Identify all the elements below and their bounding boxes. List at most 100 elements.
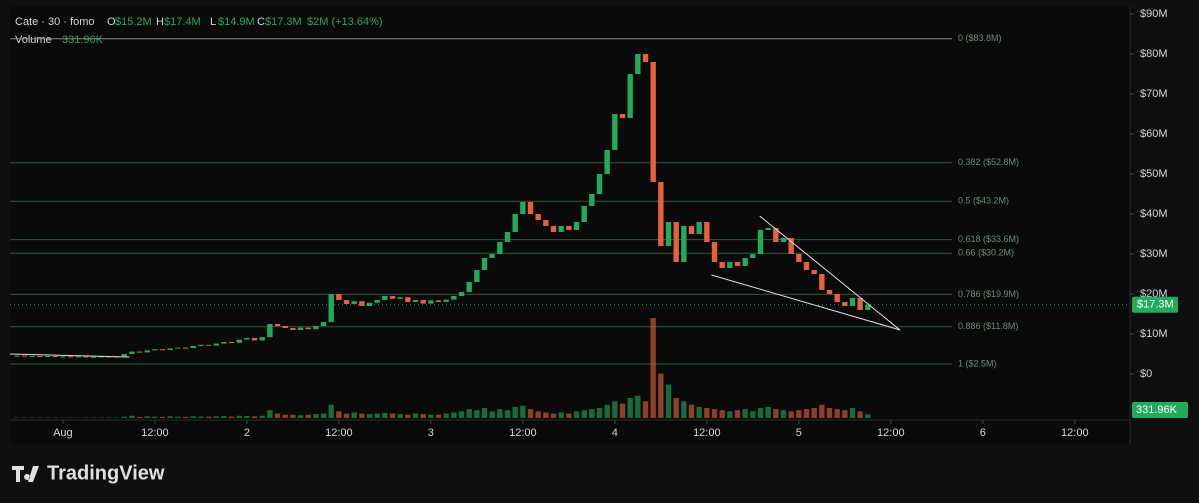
volume-bar	[527, 409, 534, 418]
volume-bar	[543, 412, 549, 418]
volume-bar	[474, 410, 480, 418]
volume-bar	[282, 414, 288, 418]
volume-bar	[466, 409, 472, 418]
candle-body	[566, 226, 572, 230]
ohlc-value: $17.4M	[164, 16, 201, 28]
candle-body	[90, 356, 97, 358]
candle-body	[412, 300, 419, 302]
volume-bar	[198, 416, 204, 418]
volume-bar	[688, 404, 695, 418]
candle-body	[313, 326, 319, 330]
candle-body	[305, 327, 311, 330]
volume-bar	[428, 414, 434, 418]
volume-bar	[719, 410, 725, 418]
candle-body	[221, 342, 227, 344]
volume-bar	[320, 413, 327, 418]
candle-body	[198, 344, 204, 346]
candle-body	[596, 174, 603, 194]
volume-bar	[297, 415, 304, 418]
candle-body	[742, 258, 748, 266]
candle-body	[612, 114, 618, 150]
y-tick-label: $50M	[1140, 168, 1168, 180]
candle-body	[75, 356, 81, 358]
candle-body	[44, 356, 51, 357]
candle-body	[259, 337, 265, 341]
fib-label: 0.5 ($43.2M)	[958, 196, 1009, 206]
brand-logo	[12, 466, 39, 482]
candle-body	[543, 220, 549, 226]
candle-body	[351, 301, 357, 304]
volume-bar	[696, 406, 702, 418]
volume-bar	[175, 416, 181, 418]
candle-body	[849, 298, 856, 306]
y-tick-label: $10M	[1140, 328, 1168, 340]
candle-body	[466, 282, 472, 292]
volume-bar	[351, 412, 357, 418]
last-price-label: $17.3M	[1137, 299, 1174, 311]
x-tick-label: Aug	[53, 427, 73, 439]
ohlc-value: $17.3M	[265, 16, 302, 28]
candle-body	[796, 254, 802, 262]
candle-body	[673, 222, 679, 262]
candle-body	[811, 270, 817, 274]
ohlc-label: H	[156, 16, 164, 28]
candle-body	[328, 294, 334, 322]
volume-bar	[734, 410, 741, 418]
candle-body	[152, 349, 158, 351]
volume-bar	[727, 411, 733, 418]
candle-body	[405, 297, 411, 302]
volume-bar	[451, 412, 457, 418]
candle-body	[175, 347, 181, 349]
candle-body	[857, 298, 863, 310]
candle-body	[282, 326, 288, 328]
candle-body	[60, 356, 66, 358]
x-tick-label: 12:00	[325, 427, 353, 439]
volume-bar	[190, 416, 196, 418]
candle-body	[205, 344, 212, 346]
candle-body	[757, 230, 764, 254]
volume-bar	[458, 411, 465, 418]
candle-body	[290, 328, 296, 330]
candle-body	[665, 222, 672, 246]
candle-body	[83, 356, 89, 358]
volume-bar	[780, 410, 787, 418]
volume-bar	[604, 404, 610, 418]
x-tick-label: 3	[428, 427, 434, 439]
volume-value: 331.96K	[62, 34, 104, 46]
volume-bar	[159, 416, 166, 418]
x-tick-label: 12:00	[1061, 427, 1089, 439]
candle-body	[37, 356, 43, 357]
volume-bar	[366, 414, 373, 418]
x-tick-label: 5	[796, 427, 802, 439]
candle-body	[635, 54, 641, 74]
volume-bar	[336, 411, 342, 418]
ohlc-label: L	[210, 16, 216, 28]
candle-body	[658, 182, 664, 246]
volume-bar	[389, 413, 396, 418]
candle-body	[573, 222, 580, 230]
volume-bar	[129, 415, 135, 418]
x-tick-label: 4	[612, 427, 618, 439]
candle-body	[535, 214, 541, 220]
fib-label: 1 ($2.5M)	[958, 358, 997, 368]
candle-body	[374, 300, 380, 303]
candle-body	[190, 346, 196, 348]
candle-body	[382, 296, 388, 300]
ohlc-value: $15.2M	[115, 16, 152, 28]
volume-bar	[136, 416, 143, 418]
volume-bar	[635, 395, 641, 418]
candle-body	[343, 300, 350, 304]
y-tick-label: $90M	[1140, 8, 1168, 20]
volume-bar	[144, 416, 150, 418]
volume-bar	[757, 408, 764, 418]
volume-bar	[803, 409, 810, 418]
candle-body	[366, 302, 373, 306]
candle-body	[711, 242, 718, 262]
fib-label: 0.786 ($19.9M)	[958, 289, 1019, 299]
volume-bar	[596, 408, 603, 418]
candle-body	[297, 327, 304, 330]
volume-bar	[305, 414, 311, 418]
candle-body	[650, 62, 656, 182]
volume-bar	[236, 415, 242, 418]
x-tick-label: 12:00	[877, 427, 905, 439]
